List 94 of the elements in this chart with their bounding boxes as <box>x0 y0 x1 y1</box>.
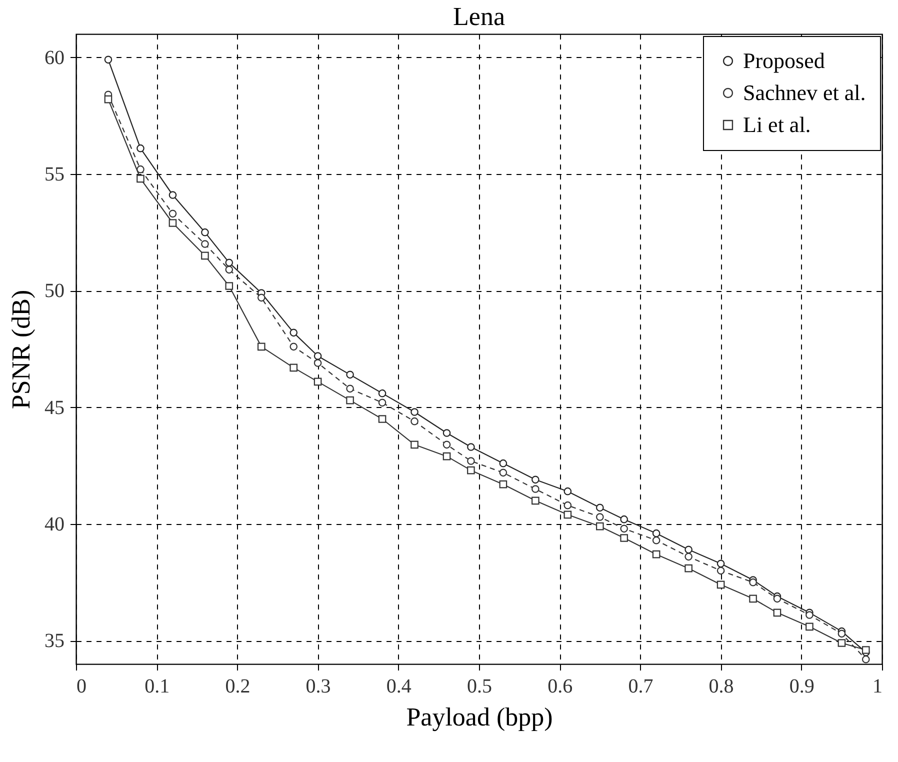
x-tick-label: 0.3 <box>306 676 331 698</box>
x-tick-label: 0.9 <box>789 676 814 698</box>
point <box>168 191 177 199</box>
point <box>257 342 266 351</box>
point <box>652 536 660 544</box>
point <box>620 524 628 533</box>
legend-label: Proposed <box>743 48 825 73</box>
point <box>499 459 508 468</box>
point <box>596 513 604 521</box>
x-tick-label: 0.7 <box>628 676 654 698</box>
y-tick-label: 60 <box>44 46 64 69</box>
x-tick-label: 0.2 <box>225 676 250 698</box>
point <box>136 144 144 152</box>
point <box>410 417 418 426</box>
point <box>596 504 604 512</box>
point <box>467 457 475 465</box>
point <box>346 370 354 379</box>
point <box>467 443 475 451</box>
y-tick-label: 35 <box>44 630 64 652</box>
point <box>290 342 298 351</box>
point <box>749 594 757 603</box>
point <box>378 398 386 407</box>
x-tick-label: 0.1 <box>144 676 170 698</box>
point <box>532 496 540 505</box>
point <box>168 210 177 218</box>
point <box>104 56 112 64</box>
point <box>201 240 209 248</box>
point <box>442 440 451 449</box>
point <box>564 510 572 519</box>
y-tick-label: 40 <box>44 514 64 536</box>
point <box>684 546 692 554</box>
point <box>806 622 814 631</box>
point <box>564 501 572 510</box>
point <box>225 282 234 290</box>
point <box>346 384 354 393</box>
point <box>346 396 354 404</box>
x-tick-label: 0.8 <box>708 676 734 698</box>
x-tick-label: 0 <box>76 676 86 698</box>
x-tick-label: 0.5 <box>467 676 492 698</box>
point <box>168 219 177 227</box>
y-tick-label: 50 <box>44 280 64 302</box>
point <box>684 564 692 572</box>
x-tick-label: 1 <box>872 676 882 698</box>
point <box>620 515 628 524</box>
point <box>314 378 322 386</box>
legend-label: Li et al. <box>743 112 811 137</box>
point <box>442 452 451 460</box>
point <box>499 468 508 477</box>
point <box>499 480 508 488</box>
point <box>290 328 298 337</box>
point <box>136 174 144 183</box>
point <box>257 294 266 302</box>
point <box>378 389 386 398</box>
point <box>314 352 322 360</box>
point <box>620 534 628 542</box>
point <box>716 580 725 589</box>
legend-label: Sachnev et al. <box>743 80 866 105</box>
point <box>773 594 782 603</box>
point <box>225 266 234 274</box>
point <box>838 630 846 638</box>
point <box>467 466 475 474</box>
point <box>201 228 209 236</box>
x-axis-title: Payload (bpp) <box>406 702 553 732</box>
point <box>225 258 234 267</box>
point <box>564 487 572 496</box>
point <box>862 646 870 654</box>
point <box>749 578 757 586</box>
point <box>442 429 451 437</box>
point <box>136 165 144 174</box>
y-axis-title: PSNR (dB) <box>6 290 36 410</box>
point <box>290 364 298 372</box>
point <box>684 552 692 561</box>
y-tick-label: 55 <box>44 164 64 186</box>
point <box>806 611 814 619</box>
point <box>532 476 540 484</box>
y-tick-label: 45 <box>44 396 64 419</box>
x-tick-label: 0.4 <box>386 676 412 698</box>
point <box>104 95 112 104</box>
point <box>410 408 418 416</box>
point <box>652 529 660 538</box>
point <box>862 655 870 664</box>
point <box>716 566 725 575</box>
point <box>201 252 209 260</box>
point <box>716 560 725 568</box>
point <box>596 522 604 530</box>
x-tick-label: 0.6 <box>548 676 573 698</box>
point <box>378 415 386 423</box>
point <box>838 639 846 647</box>
chart-title: Lena <box>453 2 506 31</box>
point <box>410 440 418 449</box>
point <box>314 359 322 367</box>
point <box>652 550 660 558</box>
point <box>773 608 782 617</box>
point <box>532 485 540 493</box>
